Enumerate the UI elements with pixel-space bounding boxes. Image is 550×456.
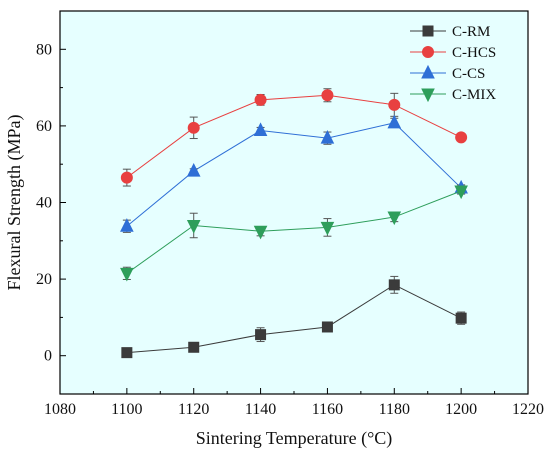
series-line [126,94,462,179]
x-tick-label: 1080 [44,401,76,418]
data-point [387,211,402,226]
data-point [387,114,402,129]
x-tick-label: 1220 [512,401,544,418]
series-line [126,284,462,354]
legend-marker [422,25,434,37]
x-tick-label: 1140 [245,401,276,418]
series-c-rm [121,275,467,359]
y-tick-label: 80 [36,41,52,58]
data-point [321,321,333,333]
data-point [321,89,334,102]
x-tick-label: 1120 [178,401,209,418]
data-point [188,341,200,353]
data-point [253,225,268,240]
legend-label: C-MIX [452,87,496,103]
legend-label: C-RM [452,24,490,40]
plot-background [60,11,528,394]
series-c-mix [120,185,468,282]
data-point [120,267,134,282]
data-point [455,312,467,324]
series-c-hcs [120,88,468,187]
legend-marker [422,46,434,58]
data-point [455,131,468,144]
data-point [121,347,133,359]
data-point [186,162,201,177]
data-point [120,171,133,184]
x-tick-label: 1180 [379,401,410,418]
tick-labels: 1080 1100 1120 1140 1160 1180 1200 1220 0 20 40 60 8… [36,41,544,418]
x-tick-label: 1200 [445,401,477,418]
y-tick-label: 20 [36,271,52,288]
y-tick-label: 60 [36,118,52,135]
x-tick-label: 1160 [312,401,343,418]
data-point [254,93,267,106]
data-point [255,329,267,341]
series-line [126,122,462,227]
data-point [320,130,335,144]
series-line [126,190,462,274]
data-point [320,221,335,236]
data-point [186,219,201,234]
data-point [253,122,268,136]
x-tick-label: 1100 [111,401,142,418]
legend: C-RM C-HCS C-CS C-MIX [410,24,496,103]
y-tick-label: 40 [36,195,52,212]
legend-label: C-CS [452,66,485,82]
data-point [454,185,468,200]
data-point [120,218,134,232]
data-point [388,279,400,291]
y-tick-label: 0 [44,348,52,365]
data-point [388,98,401,111]
plot-frame [59,10,529,395]
series-layer [120,88,468,359]
legend-label: C-HCS [452,45,496,61]
legend-marker [421,88,435,103]
x-axis-title: Sintering Temperature (°C) [196,428,393,449]
legend-marker [421,64,435,79]
y-axis-title: Flexural Strength (MPa) [4,115,25,291]
data-point [187,121,200,134]
